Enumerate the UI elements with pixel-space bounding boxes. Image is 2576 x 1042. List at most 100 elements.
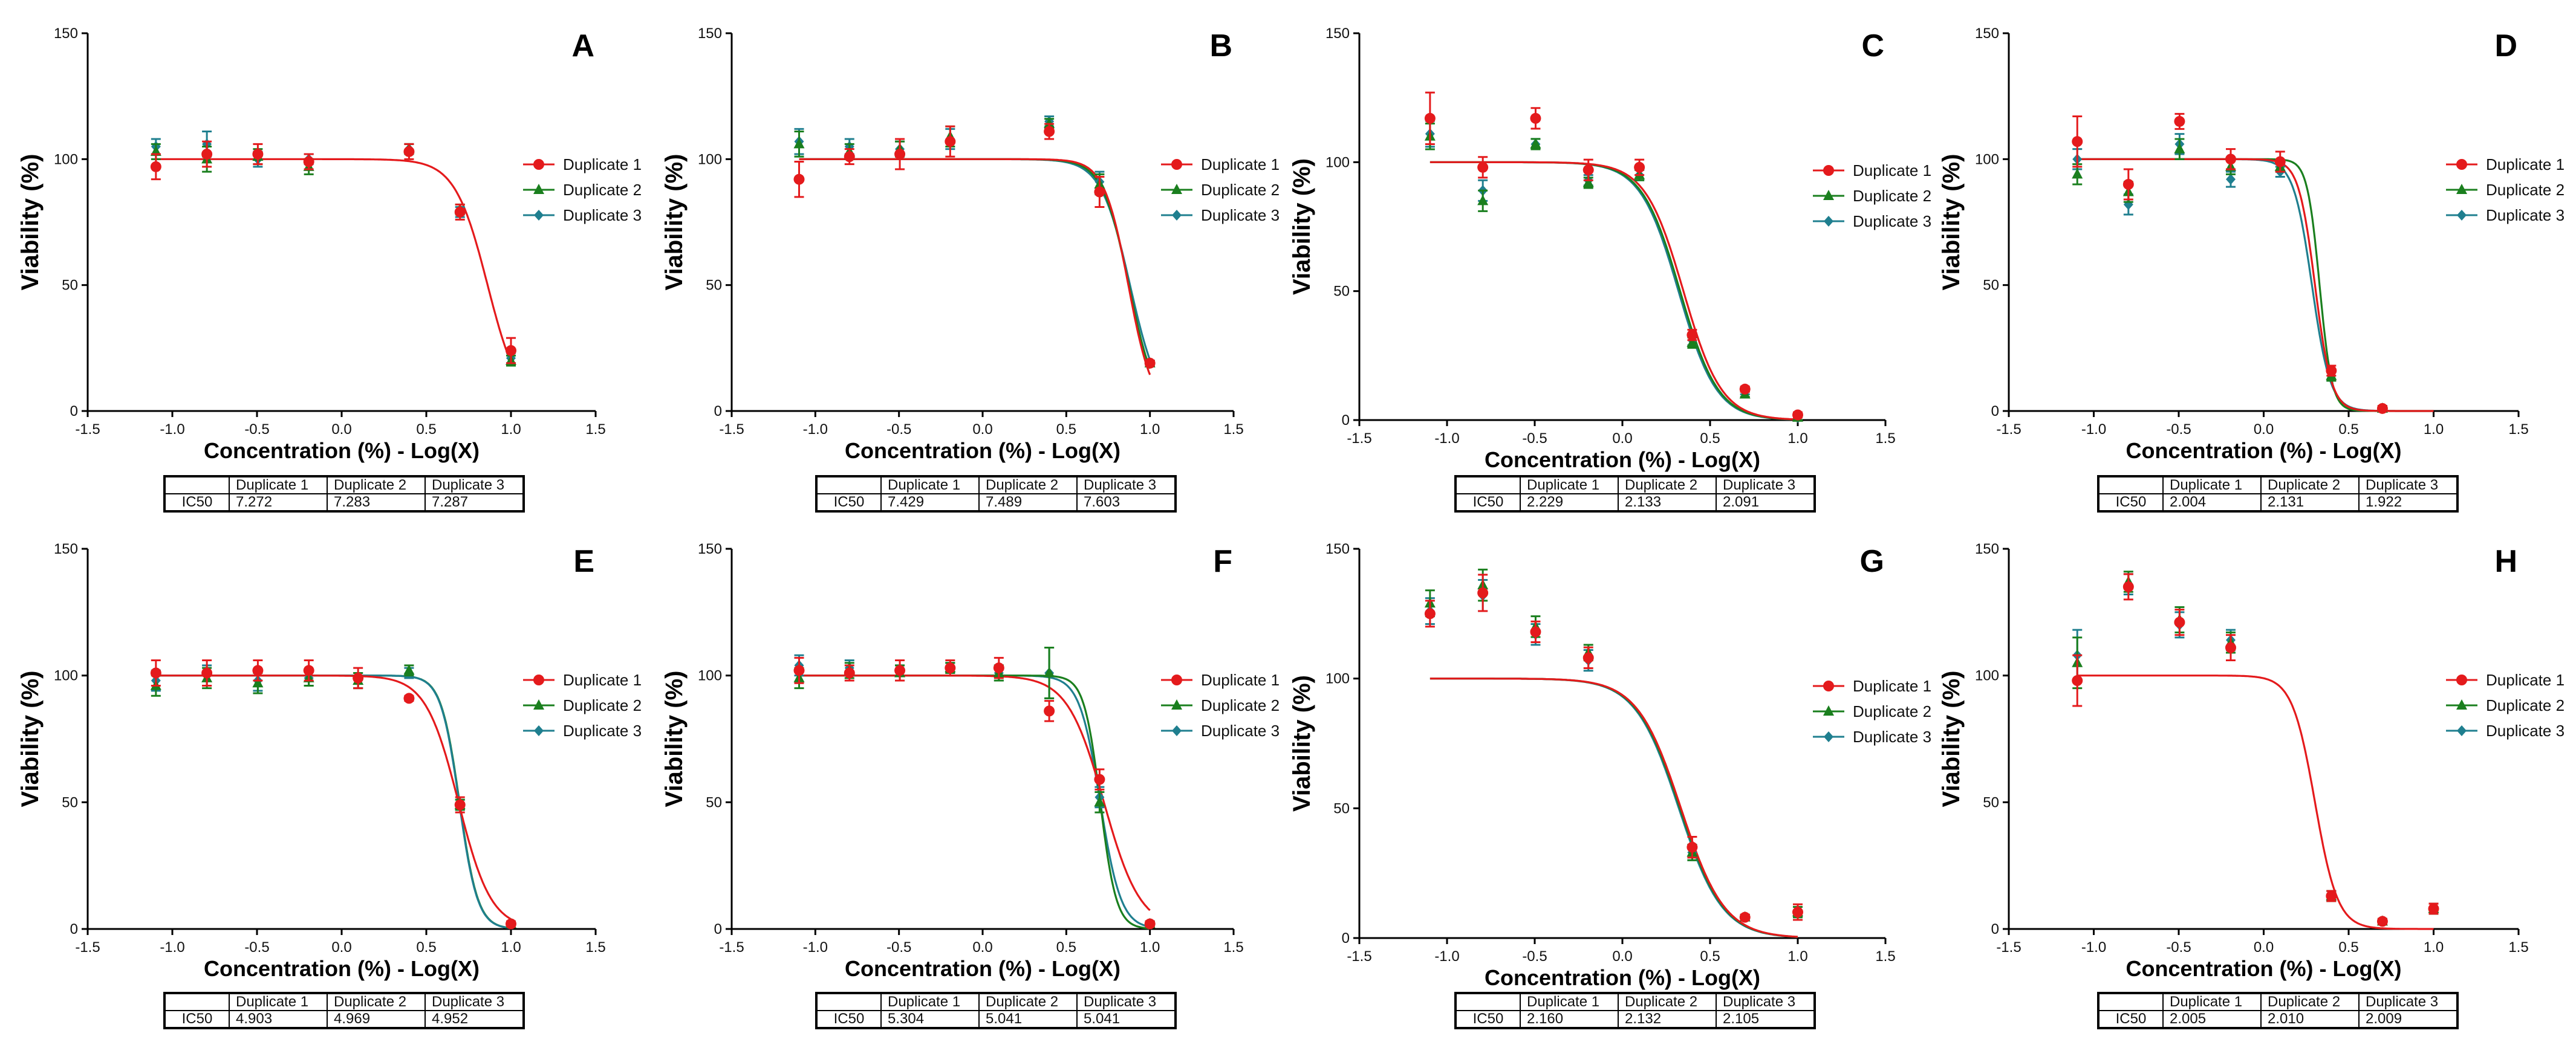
ic50-table: Duplicate 1 Duplicate 2 Duplicate 3 IC50 2.2…: [1454, 475, 1816, 513]
y-axis-label: Viability (%): [17, 671, 44, 807]
y-tick-label: 50: [1983, 794, 1999, 811]
legend-label: Duplicate 3: [1201, 206, 1280, 224]
data-point: [1530, 112, 1541, 124]
x-axis-label: Concentration (%) - Log(X): [845, 438, 1120, 463]
panel-letter: H: [2494, 544, 2517, 579]
x-tick-label: 0.5: [1056, 421, 1076, 438]
legend-label: Duplicate 3: [563, 722, 642, 740]
table-corner: [2098, 476, 2164, 494]
y-axis-label: Viability (%): [1289, 158, 1315, 295]
table-corner: [816, 476, 882, 494]
legend-label: Duplicate 1: [1853, 161, 1931, 180]
fit-curve: [155, 158, 512, 363]
legend-label: Duplicate 1: [2486, 671, 2565, 689]
data-point: [844, 667, 855, 679]
y-tick-label: 0: [70, 403, 78, 419]
x-axis-label: Concentration (%) - Log(X): [204, 956, 480, 981]
y-axis-label: Viability (%): [1938, 671, 1965, 807]
data-point: [1823, 705, 1834, 716]
table-corner: [164, 476, 230, 494]
data-point: [1172, 210, 1182, 221]
table-cell: 2.009: [2358, 1010, 2458, 1029]
data-point: [353, 672, 364, 684]
data-point: [844, 151, 855, 163]
fit-curve: [2077, 675, 2434, 930]
x-tick-label: 1.5: [2508, 939, 2528, 956]
y-tick-label: 0: [1342, 412, 1350, 429]
fit-curve: [1429, 678, 1798, 938]
chart-panel-g: 0 50 100 150 -1.5 -1.0 -0.5 0.0 0.5 1.0 1.5 Concent…: [1289, 541, 1931, 990]
data-point: [533, 184, 544, 194]
data-point: [2376, 916, 2388, 927]
data-point: [2326, 365, 2337, 377]
x-tick-label: -1.5: [1996, 939, 2021, 956]
data-point: [1824, 216, 1833, 227]
data-point: [1792, 409, 1803, 421]
x-tick-label: 0.5: [2338, 421, 2358, 438]
y-axis-label: Viability (%): [661, 154, 688, 291]
chart-panel-h: 0 50 100 150 -1.5 -1.0 -0.5 0.0 0.5 1.0 1.5 Concent…: [1938, 541, 2565, 981]
data-point: [1634, 161, 1645, 173]
data-point: [403, 664, 415, 675]
x-tick-label: 0.5: [1056, 939, 1076, 956]
legend-label: Duplicate 2: [2486, 181, 2565, 199]
x-tick-label: 0.0: [2254, 939, 2274, 956]
table-cell: 5.304: [880, 1010, 980, 1029]
data-point: [454, 206, 466, 218]
panel-letter: D: [2494, 28, 2517, 63]
x-tick-label: 1.5: [585, 421, 605, 438]
data-point: [1094, 796, 1105, 807]
data-point: [1824, 731, 1833, 742]
table-cell: 2.004: [2162, 493, 2262, 512]
x-tick-label: -1.0: [160, 939, 184, 956]
table-cell: 7.287: [424, 493, 524, 512]
legend-label: Duplicate 3: [2486, 722, 2565, 740]
x-tick-label: -1.5: [1347, 430, 1371, 447]
chart-panel-c: 0 50 100 150 -1.5 -1.0 -0.5 0.0 0.5 1.0 1.5 Concent…: [1289, 25, 1931, 472]
x-tick-label: 0.0: [1612, 430, 1632, 447]
data-point: [1582, 176, 1594, 187]
x-tick-label: -1.5: [1996, 421, 2021, 438]
data-point: [793, 665, 805, 676]
ic50-table: Duplicate 1 Duplicate 2 Duplicate 3 IC50 7.4…: [815, 475, 1177, 513]
table-cell: 1.922: [2358, 493, 2458, 512]
data-point: [1823, 165, 1834, 176]
ic50-table: Duplicate 1 Duplicate 2 Duplicate 3 IC50 4.9…: [163, 992, 525, 1029]
data-point: [534, 725, 544, 736]
x-tick-label: 0.0: [972, 421, 992, 438]
y-tick-label: 150: [698, 541, 722, 557]
panel-letter: E: [573, 544, 594, 579]
y-tick-label: 100: [698, 151, 722, 167]
legend-label: Duplicate 2: [2486, 696, 2565, 714]
table-header: Duplicate 3: [424, 992, 524, 1011]
y-tick-label: 100: [54, 668, 78, 684]
data-point: [533, 699, 544, 710]
table-row-label: IC50: [164, 1010, 230, 1029]
y-tick-label: 50: [62, 794, 78, 811]
x-tick-label: 1.5: [2508, 421, 2528, 438]
data-point: [1144, 918, 1156, 930]
data-point: [2456, 184, 2467, 194]
table-header: Duplicate 2: [1618, 476, 1717, 494]
data-point: [2376, 403, 2388, 414]
data-point: [2428, 903, 2439, 914]
chart-panel-b: 0 50 100 150 -1.5 -1.0 -0.5 0.0 0.5 1.0 1.5 Concent…: [661, 25, 1280, 463]
data-point: [403, 146, 415, 157]
table-cell: 4.952: [424, 1010, 524, 1029]
data-point: [793, 173, 805, 185]
data-point: [1144, 357, 1156, 369]
table-cell: 2.229: [1520, 493, 1619, 512]
data-point: [2456, 675, 2467, 685]
fit-curve: [2077, 158, 2434, 412]
panel-letter: G: [1860, 544, 1884, 579]
table-cell: 7.283: [327, 493, 426, 512]
x-tick-label: -1.5: [719, 421, 744, 438]
data-point: [150, 667, 161, 679]
data-point: [894, 665, 906, 676]
table-row-label: IC50: [1455, 1010, 1521, 1029]
chart-panel-f: 0 50 100 150 -1.5 -1.0 -0.5 0.0 0.5 1.0 1.5 Concent…: [661, 541, 1280, 981]
y-axis-label: Viability (%): [1938, 154, 1965, 291]
x-tick-label: -1.5: [1347, 948, 1371, 965]
x-tick-label: 0.0: [331, 939, 351, 956]
data-point: [252, 665, 264, 676]
